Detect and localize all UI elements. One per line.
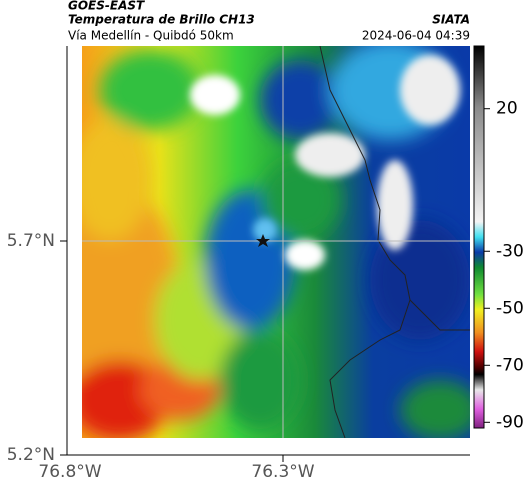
lat-label: 5.2°N xyxy=(7,445,55,465)
lon-label: 76.8°W xyxy=(38,462,101,482)
agency: SIATA xyxy=(432,13,470,27)
colorbar-tick-label: -30 xyxy=(496,241,524,261)
subtitle: Vía Medellín - Quibdó 50km xyxy=(68,29,234,43)
satellite-image xyxy=(82,46,470,438)
lat-label: 5.7°N xyxy=(7,231,55,251)
lon-label: 76.3°W xyxy=(251,462,314,482)
colorbar-tick-label: -50 xyxy=(496,298,524,318)
source: GOES-EAST xyxy=(68,0,145,13)
timestamp: 2024-06-04 04:39 xyxy=(362,29,470,43)
colorbar-tick-label: 20 xyxy=(496,99,518,119)
colorbar-tick-label: -70 xyxy=(496,355,524,375)
colorbar xyxy=(473,45,485,429)
colorbar-tick-label: -90 xyxy=(496,412,524,432)
title: Temperatura de Brillo CH13 xyxy=(68,13,255,27)
